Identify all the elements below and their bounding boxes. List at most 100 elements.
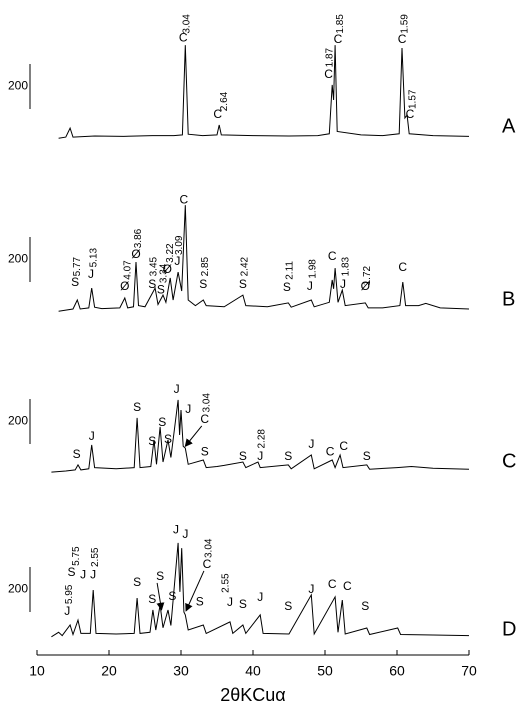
d-spacing-label: 5.75	[71, 546, 82, 566]
phase-label: S	[196, 594, 204, 608]
d-spacing-label: 3.04	[202, 393, 213, 413]
d-spacing-label: 2.85	[200, 256, 211, 276]
d-spacing-label: 1.59	[400, 14, 411, 34]
phase-label: J	[308, 582, 314, 596]
phase-label: J	[307, 279, 313, 293]
trace	[51, 399, 470, 473]
phase-label: S	[158, 415, 166, 429]
phase-label: C	[180, 192, 189, 206]
phase-label: J	[257, 449, 263, 463]
d-spacing-label: 2.64	[219, 91, 230, 111]
d-spacing-label: 3.86	[133, 228, 144, 248]
phase-label: S	[239, 277, 247, 291]
phase-label: C	[326, 444, 335, 458]
d-spacing-label: 2.28	[256, 429, 267, 449]
arrow	[156, 582, 165, 611]
phase-label: S	[164, 432, 172, 446]
d-spacing-label: 1.87	[325, 47, 336, 67]
d-spacing-label: 3.22	[165, 243, 176, 263]
phase-label: C	[213, 107, 222, 121]
phase-label: C	[406, 107, 415, 121]
arrow	[185, 570, 205, 612]
scale-label: 200	[8, 582, 28, 596]
phase-label: S	[239, 449, 247, 463]
phase-label: S	[71, 275, 79, 289]
phase-label: S	[199, 277, 207, 291]
arrow	[184, 425, 203, 448]
trace-label: C	[502, 450, 516, 472]
phase-label: C	[343, 579, 352, 593]
phase-label: S	[363, 449, 371, 463]
phase-label: C	[200, 412, 209, 426]
x-tick-label: 20	[101, 663, 117, 679]
phase-label: J	[173, 522, 179, 536]
phase-label: J	[340, 277, 346, 291]
phase-label: J	[182, 527, 188, 541]
d-spacing-label: 2.42	[240, 256, 251, 276]
scale-label: 200	[8, 414, 28, 428]
trace-label: B	[502, 288, 515, 310]
phase-label: J	[257, 590, 263, 604]
trace	[51, 542, 470, 638]
phase-label: J	[80, 567, 86, 581]
trace-label: D	[502, 618, 516, 640]
phase-label: S	[239, 597, 247, 611]
phase-label: J	[90, 567, 96, 581]
x-tick-label: 60	[389, 663, 405, 679]
phase-label: C	[398, 32, 407, 46]
phase-label: J	[308, 437, 314, 451]
d-spacing-label: 3.09	[174, 235, 185, 255]
phase-label: J	[64, 604, 70, 618]
phase-label: S	[68, 565, 76, 579]
phase-label: C	[328, 577, 337, 591]
trace-label: A	[502, 115, 516, 137]
phase-label: J	[227, 595, 233, 609]
d-spacing-label: 1.83	[341, 256, 352, 276]
phase-label: S	[133, 575, 141, 589]
d-spacing-label: 3.04	[181, 14, 192, 34]
phase-label: J	[88, 267, 94, 281]
scale-label: 200	[8, 79, 28, 93]
phase-label: S	[148, 434, 156, 448]
x-tick-label: 40	[245, 663, 261, 679]
d-spacing-label: 1.72	[362, 265, 373, 285]
d-spacing-label: 2.11	[284, 261, 295, 280]
x-tick-label: 10	[29, 663, 45, 679]
d-spacing-label: 1.98	[307, 259, 318, 279]
phase-label: J	[174, 382, 180, 396]
phase-label: S	[284, 449, 292, 463]
scale-label: 200	[8, 252, 28, 266]
trace	[58, 205, 470, 312]
d-spacing-label: 1.85	[335, 14, 346, 34]
phase-label: J	[89, 429, 95, 443]
x-axis-label: 2θKCuα	[220, 685, 285, 705]
phase-label: Ø	[120, 279, 129, 293]
phase-label: S	[283, 280, 291, 294]
phase-label: S	[133, 400, 141, 414]
d-spacing-label: 2.55	[220, 573, 231, 593]
x-tick-label: 70	[461, 663, 477, 679]
phase-label: J	[174, 254, 180, 268]
phase-label: J	[185, 402, 191, 416]
phase-label: S	[157, 282, 165, 296]
phase-label: S	[361, 599, 369, 613]
d-spacing-label: 3.34	[158, 263, 169, 283]
phase-label: C	[339, 439, 348, 453]
phase-label: S	[73, 447, 81, 461]
d-spacing-label: 5.77	[72, 256, 83, 276]
phase-label: C	[398, 260, 407, 274]
phase-label: S	[148, 277, 156, 291]
d-spacing-label: 2.55	[90, 547, 101, 567]
d-spacing-label: 4.07	[122, 260, 133, 280]
d-spacing-label: 1.57	[407, 89, 418, 109]
phase-label: Ø	[131, 247, 140, 261]
d-spacing-label: 5.95	[64, 584, 75, 604]
d-spacing-label: 5.13	[89, 247, 100, 267]
trace	[58, 45, 470, 139]
phase-label: S	[201, 444, 209, 458]
d-spacing-label: 3.04	[204, 538, 215, 558]
x-tick-label: 30	[173, 663, 189, 679]
phase-label: C	[179, 30, 188, 44]
phase-label: Ø	[361, 279, 370, 293]
